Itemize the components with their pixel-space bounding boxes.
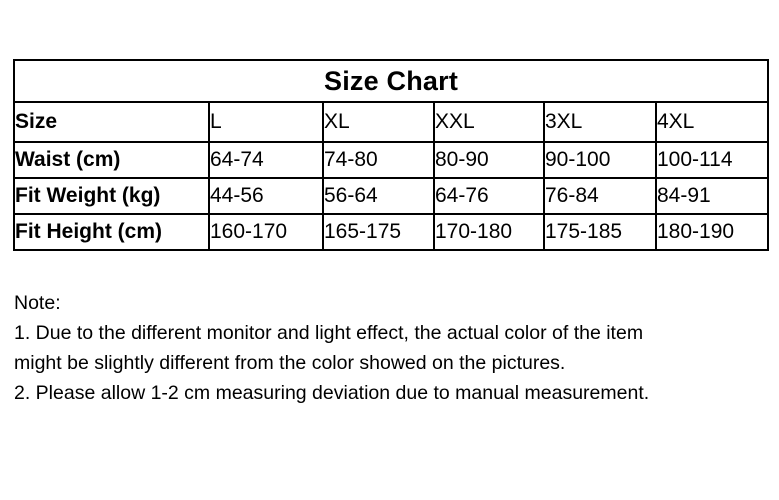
cell-fit-weight-xl: 56-64 — [322, 177, 435, 215]
table-row-fit-weight: Fit Weight (kg) 44-56 56-64 64-76 76-84 … — [13, 177, 770, 215]
cell-waist-xl: 74-80 — [322, 141, 435, 179]
note-heading: Note: — [14, 292, 61, 314]
cell-waist-l: 64-74 — [208, 141, 324, 179]
table-row-fit-height: Fit Height (cm) 160-170 165-175 170-180 … — [13, 213, 770, 251]
header-cell-xl: XL — [322, 101, 435, 143]
header-cell-l: L — [208, 101, 324, 143]
note-block: Note: 1. Due to the different monitor an… — [14, 288, 734, 408]
cell-fit-height-l: 160-170 — [208, 213, 324, 251]
table-row-waist: Waist (cm) 64-74 74-80 80-90 90-100 100-… — [13, 141, 770, 179]
header-cell-size: Size — [13, 101, 210, 143]
size-chart-title: Size Chart — [12, 59, 770, 103]
note-line-1: 1. Due to the different monitor and ligh… — [14, 322, 644, 344]
table-header-row: Size L XL XXL 3XL 4XL — [13, 101, 770, 143]
size-chart-table: Size Chart Size L XL XXL 3XL 4XL Waist (… — [12, 59, 770, 251]
header-cell-3xl: 3XL — [543, 101, 657, 143]
row-label-fit-weight: Fit Weight (kg) — [13, 177, 210, 215]
cell-fit-height-3xl: 175-185 — [543, 213, 657, 251]
header-cell-xxl: XXL — [433, 101, 545, 143]
row-label-waist: Waist (cm) — [13, 141, 210, 179]
table-title-row: Size Chart — [12, 59, 770, 103]
cell-waist-3xl: 90-100 — [543, 141, 657, 179]
cell-fit-weight-l: 44-56 — [208, 177, 324, 215]
cell-fit-weight-xxl: 64-76 — [433, 177, 545, 215]
note-line-1-continued: might be slightly different from the col… — [14, 352, 566, 374]
cell-fit-height-xxl: 170-180 — [433, 213, 545, 251]
cell-fit-height-xl: 165-175 — [322, 213, 435, 251]
header-cell-4xl: 4XL — [654, 101, 770, 143]
cell-waist-4xl: 100-114 — [654, 141, 770, 179]
cell-fit-weight-4xl: 84-91 — [654, 177, 770, 215]
cell-fit-weight-3xl: 76-84 — [543, 177, 657, 215]
cell-fit-height-4xl: 180-190 — [654, 213, 770, 251]
row-label-fit-height: Fit Height (cm) — [13, 213, 210, 251]
note-line-2: 2. Please allow 1-2 cm measuring deviati… — [14, 382, 650, 404]
cell-waist-xxl: 80-90 — [433, 141, 545, 179]
